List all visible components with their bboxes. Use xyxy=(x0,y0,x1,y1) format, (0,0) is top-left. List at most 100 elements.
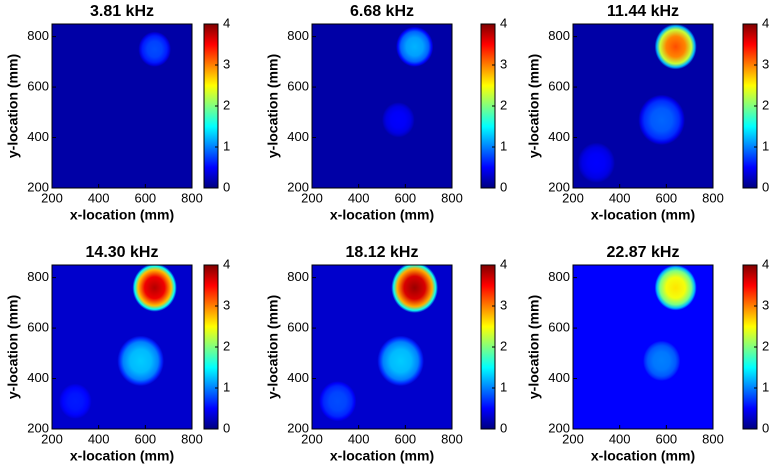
x-axis-label: x-location (mm) xyxy=(591,448,695,464)
colorbar-tick-label: 3 xyxy=(762,297,769,312)
y-tick-label: 400 xyxy=(548,129,570,144)
y-tick-label: 200 xyxy=(287,179,309,194)
colorbar-tick-label: 0 xyxy=(500,179,507,194)
panel: 200 400 600 800 200 400 600 800 22.87 kHz x-locat… xyxy=(526,244,770,463)
colorbar-tick-label: 0 xyxy=(762,420,769,435)
y-tick-label: 600 xyxy=(27,79,49,94)
x-tick-label: 600 xyxy=(394,190,416,205)
panel: 200 400 600 800 200 400 600 800 6.68 kHz x-locati… xyxy=(265,3,508,222)
x-tick-label: 800 xyxy=(441,190,463,205)
chart-title: 22.87 kHz xyxy=(607,244,680,261)
heatmap-background xyxy=(52,24,192,188)
colorbar-tick-label: 0 xyxy=(223,179,230,194)
colorbar-tick-label: 4 xyxy=(762,15,769,30)
colorbar-tick-label: 1 xyxy=(500,138,507,153)
x-tick-label: 400 xyxy=(348,190,370,205)
x-tick-label: 800 xyxy=(441,431,463,446)
heat-source xyxy=(654,265,697,311)
colorbar-tick-label: 0 xyxy=(223,420,230,435)
x-tick-label: 200 xyxy=(41,431,63,446)
x-tick-label: 400 xyxy=(609,190,631,205)
colorbar-tick-label: 2 xyxy=(223,338,230,353)
colorbar-tick-label: 3 xyxy=(223,56,230,71)
plot-frame xyxy=(311,23,453,189)
x-tick-label: 800 xyxy=(702,431,724,446)
y-tick-label: 600 xyxy=(287,79,309,94)
chart-title: 6.68 kHz xyxy=(350,3,414,20)
colorbar-tick-label: 1 xyxy=(500,379,507,394)
colorbar-tick-label: 3 xyxy=(223,297,230,312)
chart-title: 11.44 kHz xyxy=(607,3,679,20)
y-tick-label: 200 xyxy=(548,179,570,194)
x-tick-label: 600 xyxy=(655,431,677,446)
colorbar-tick-label: 2 xyxy=(762,338,769,353)
y-tick-label: 600 xyxy=(548,320,570,335)
heat-source xyxy=(643,340,681,382)
heat-source xyxy=(377,335,424,387)
colorbar-tick-label: 4 xyxy=(223,256,230,271)
x-axis-label: x-location (mm) xyxy=(591,207,695,223)
plot-frame xyxy=(572,23,714,189)
heat-source xyxy=(577,142,615,183)
panel: 200 400 600 800 200 400 600 800 18.12 kHz x-locat… xyxy=(265,244,508,463)
x-tick-label: 200 xyxy=(562,431,584,446)
y-axis-label: y-location (mm) xyxy=(5,295,21,399)
heat-source xyxy=(132,265,177,312)
x-tick-label: 400 xyxy=(88,431,110,446)
heat-source xyxy=(654,24,697,70)
x-axis-label: x-location (mm) xyxy=(330,207,434,223)
plot-frame xyxy=(51,23,193,189)
y-tick-label: 800 xyxy=(27,28,49,43)
colorbar-tick-label: 2 xyxy=(500,338,507,353)
x-tick-label: 400 xyxy=(609,431,631,446)
heat-source xyxy=(382,102,415,138)
x-tick-label: 600 xyxy=(134,431,156,446)
heat-source xyxy=(59,383,92,419)
plot-frame xyxy=(311,264,453,430)
y-tick-label: 600 xyxy=(27,320,49,335)
colorbar-tick-label: 4 xyxy=(223,15,230,30)
x-tick-label: 600 xyxy=(134,190,156,205)
y-tick-label: 400 xyxy=(287,129,309,144)
y-tick-label: 200 xyxy=(548,420,570,435)
y-axis-label: y-location (mm) xyxy=(526,54,542,158)
heat-source xyxy=(638,94,686,146)
heat-source xyxy=(396,26,434,67)
y-tick-label: 800 xyxy=(287,28,309,43)
colorbar-tick-label: 4 xyxy=(762,256,769,271)
x-tick-label: 200 xyxy=(41,190,63,205)
x-tick-label: 200 xyxy=(301,431,323,446)
chart-title: 3.81 kHz xyxy=(90,3,154,20)
plot-frame xyxy=(51,264,193,430)
x-tick-label: 200 xyxy=(301,190,323,205)
colorbar-tick-label: 0 xyxy=(500,420,507,435)
x-tick-label: 400 xyxy=(88,190,110,205)
colorbar-tick-label: 4 xyxy=(500,256,507,271)
y-axis-label: y-location (mm) xyxy=(265,54,281,158)
colorbar-tick-label: 1 xyxy=(223,379,230,394)
y-tick-label: 600 xyxy=(287,320,309,335)
y-tick-label: 400 xyxy=(27,370,49,385)
heat-source xyxy=(138,31,172,67)
y-tick-label: 200 xyxy=(27,179,49,194)
colorbar-tick-label: 0 xyxy=(762,179,769,194)
x-axis-label: x-location (mm) xyxy=(330,448,434,464)
y-tick-label: 800 xyxy=(548,28,570,43)
y-tick-label: 400 xyxy=(287,370,309,385)
x-axis-label: x-location (mm) xyxy=(70,207,174,223)
y-tick-label: 400 xyxy=(27,129,49,144)
colorbar-tick-label: 1 xyxy=(223,138,230,153)
y-tick-label: 800 xyxy=(27,269,49,284)
panel: 200 400 600 800 200 400 600 800 3.81 kHz x-locati… xyxy=(5,3,231,222)
heat-source xyxy=(391,265,438,313)
y-axis-label: y-location (mm) xyxy=(526,295,542,399)
x-tick-label: 600 xyxy=(394,431,416,446)
y-tick-label: 400 xyxy=(548,370,570,385)
panel: 200 400 600 800 200 400 600 800 14.30 kHz x-locat… xyxy=(5,244,231,463)
y-tick-label: 800 xyxy=(287,269,309,284)
chart-title: 18.12 kHz xyxy=(346,244,419,261)
colorbar-tick-label: 3 xyxy=(500,56,507,71)
x-axis-label: x-location (mm) xyxy=(70,448,174,464)
